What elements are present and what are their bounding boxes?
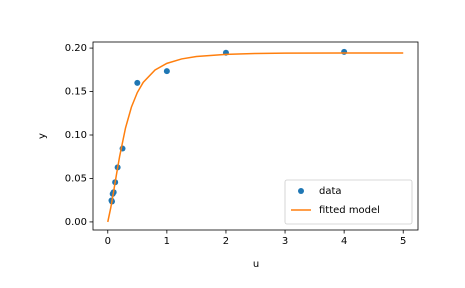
data-point [134, 79, 141, 86]
legend-label: data [319, 186, 342, 197]
x-tick-label: 3 [282, 236, 288, 247]
axes-frame [92, 41, 419, 231]
data-point [341, 48, 348, 55]
y-tick-label: 0.20 [65, 43, 87, 54]
x-tick-label: 2 [223, 236, 229, 247]
y-axis-label: y [37, 133, 48, 139]
data-point [163, 68, 170, 75]
x-tick-label: 1 [164, 236, 170, 247]
x-axis-label: u [253, 259, 259, 270]
y-tick-label: 0.00 [65, 217, 87, 228]
x-tick-label: 5 [400, 236, 406, 247]
legend-label: fitted model [319, 205, 380, 216]
fitted-line [107, 52, 404, 223]
y-tick-label: 0.05 [65, 173, 87, 184]
legend-swatch [298, 188, 304, 194]
y-tick-label: 0.10 [65, 130, 87, 141]
x-tick-label: 4 [341, 236, 347, 247]
legend-box [284, 179, 413, 225]
y-tick-label: 0.15 [65, 87, 87, 98]
x-tick-label: 0 [105, 236, 111, 247]
